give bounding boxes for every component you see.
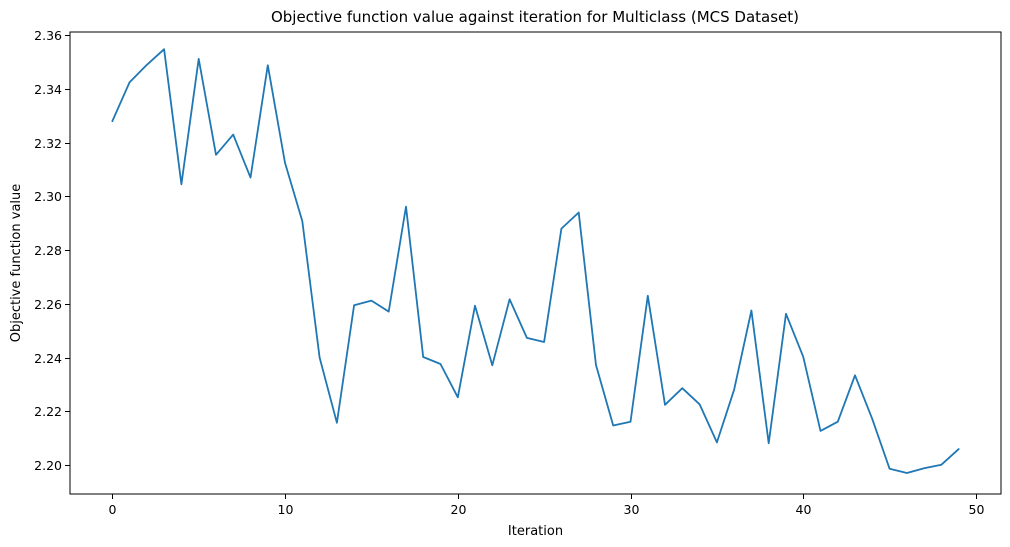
y-tick-label: 2.32 [34,136,62,151]
x-tick-label: 20 [451,502,467,517]
y-axis-label: Objective function value [9,184,24,343]
x-axis-label: Iteration [508,524,563,539]
series-line [111,48,960,474]
y-tick-label: 2.30 [34,189,62,204]
y-tick-label: 2.22 [34,404,62,419]
x-tick-label: 10 [278,502,294,517]
y-axis-ticks: 2.20 2.22 2.24 2.26 2.28 2.30 2.32 2.34 2.36 [34,28,70,473]
x-tick-label: 30 [624,502,640,517]
x-tick-label: 40 [796,502,812,517]
y-tick-label: 2.24 [34,351,62,366]
y-tick-label: 2.34 [34,82,62,97]
x-axis-ticks: 0 10 20 30 40 50 [109,494,985,517]
plot-frame [69,31,1002,495]
y-tick-label: 2.28 [34,243,62,258]
y-tick-label: 2.36 [34,28,62,43]
series-layer [111,48,960,474]
y-tick-label: 2.20 [34,458,62,473]
chart-title: Objective function value against iterati… [271,8,799,26]
x-tick-label: 50 [969,502,985,517]
y-tick-label: 2.26 [34,297,62,312]
x-tick-label: 0 [109,502,117,517]
